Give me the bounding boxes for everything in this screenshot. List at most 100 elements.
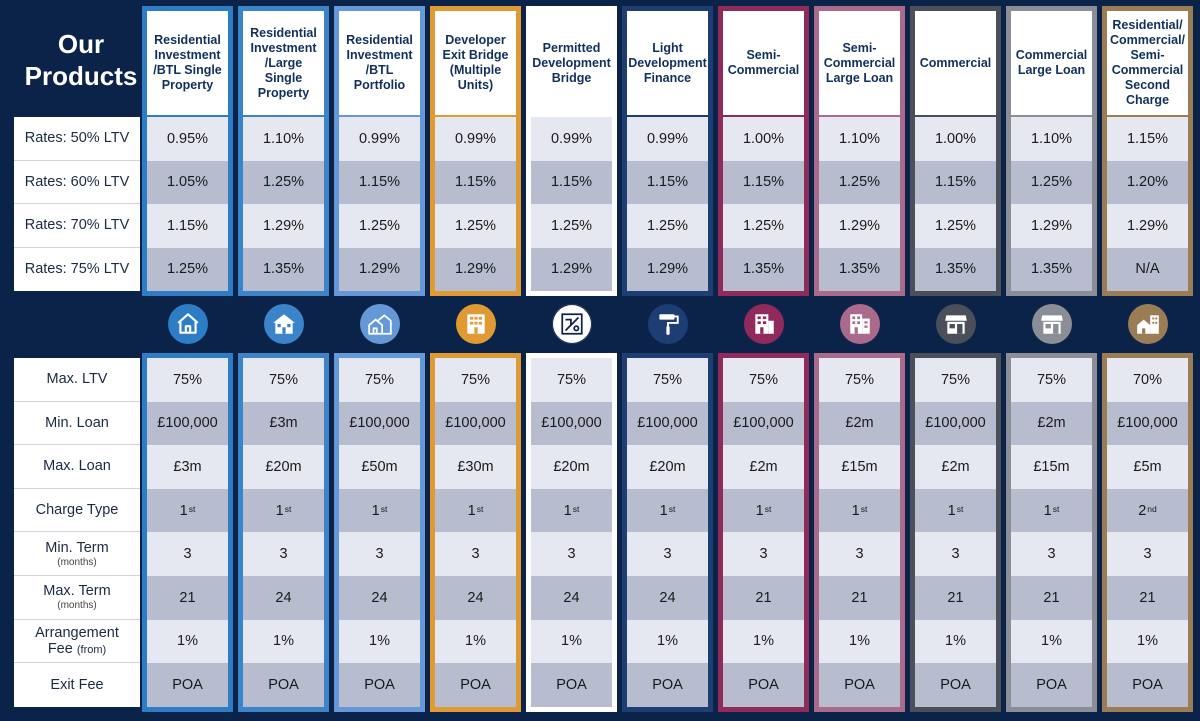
- rate-cell: 1.10%: [1011, 117, 1092, 161]
- charge-number: 1: [179, 502, 188, 519]
- office-building-icon: [743, 304, 784, 344]
- product-rates: 1.15% 1.20% 1.29% N/A: [1107, 117, 1188, 291]
- detail-cell-fee: 1%: [531, 619, 612, 664]
- charge-number: 1: [371, 502, 380, 519]
- charge-suffix: st: [956, 503, 964, 514]
- rate-cell: 1.29%: [531, 247, 612, 291]
- rate-cell: 1.25%: [339, 204, 420, 248]
- page-title: Our Products: [12, 28, 150, 92]
- detail-cell-max-loan: £20m: [243, 445, 324, 489]
- detail-cell-max-ltv: 75%: [243, 358, 324, 402]
- detail-cell-min-loan: £100,000: [435, 401, 516, 446]
- detail-cell-min-loan: £2m: [1011, 401, 1092, 446]
- detail-cell-min-term: 3: [531, 532, 612, 576]
- detail-cell-min-loan: £3m: [243, 401, 324, 446]
- charge-suffix: st: [668, 503, 676, 514]
- detail-cell-fee: 1%: [147, 619, 228, 664]
- detail-cell-max-loan: £30m: [435, 445, 516, 489]
- detail-cell-max-term: 24: [627, 575, 708, 620]
- detail-cell-max-loan: £2m: [915, 445, 996, 489]
- product-rates: 1.00% 1.15% 1.25% 1.35%: [723, 117, 804, 291]
- detail-cell-min-term: 3: [819, 532, 900, 576]
- product-rates: 0.99% 1.15% 1.25% 1.29%: [531, 117, 612, 291]
- product-rates: 0.99% 1.15% 1.25% 1.29%: [339, 117, 420, 291]
- rate-cell: 1.29%: [243, 204, 324, 248]
- detail-cell-max-ltv: 70%: [1107, 358, 1188, 402]
- detail-cell-max-term: 21: [819, 575, 900, 620]
- rate-cell: 1.35%: [819, 247, 900, 291]
- charge-number: 1: [1043, 502, 1052, 519]
- rate-cell: 1.29%: [1107, 204, 1188, 248]
- detail-cell-min-term: 3: [723, 532, 804, 576]
- rate-cell: 1.20%: [1107, 160, 1188, 204]
- product-name: Residential Investment /BTL Single Prope…: [147, 11, 228, 115]
- product-rates: 0.99% 1.15% 1.25% 1.29%: [435, 117, 516, 291]
- charge-number: 1: [851, 502, 860, 519]
- detail-cell-min-loan: £100,000: [627, 401, 708, 446]
- detail-cell-exit-fee: POA: [339, 663, 420, 707]
- charge-suffix: st: [284, 503, 292, 514]
- detail-label-text: Min. Term: [45, 539, 109, 556]
- rate-cell: 1.10%: [819, 117, 900, 161]
- product-name: Commercial Large Loan: [1011, 11, 1092, 115]
- rate-cell: N/A: [1107, 247, 1188, 291]
- detail-label: Min. Term (months): [14, 532, 140, 576]
- rate-cell: 1.15%: [435, 160, 516, 204]
- detail-cell-min-term: 3: [1107, 532, 1188, 576]
- product-name: Semi- Commercial: [723, 11, 804, 115]
- rate-cell: 1.25%: [819, 160, 900, 204]
- detail-cell-max-ltv: 75%: [627, 358, 708, 402]
- detail-cell-min-term: 3: [339, 532, 420, 576]
- detail-label-subtext: Fee (from): [47, 640, 107, 657]
- detail-cell-max-ltv: 75%: [723, 358, 804, 402]
- detail-cell-max-term: 24: [531, 575, 612, 620]
- product-rates: 0.99% 1.15% 1.25% 1.29%: [627, 117, 708, 291]
- detail-cell-max-ltv: 75%: [531, 358, 612, 402]
- rate-cell: 1.29%: [339, 247, 420, 291]
- detail-cell-max-term: 21: [1107, 575, 1188, 620]
- charge-number: 1: [755, 502, 764, 519]
- detail-label: Max. Term (months): [14, 576, 140, 620]
- detail-cell-fee: 1%: [915, 619, 996, 664]
- charge-number: 1: [275, 502, 284, 519]
- rate-cell: 1.15%: [723, 160, 804, 204]
- detail-cell-exit-fee: POA: [435, 663, 516, 707]
- detail-cell-exit-fee: POA: [147, 663, 228, 707]
- detail-cell-min-term: 3: [243, 532, 324, 576]
- detail-cell-max-loan: £3m: [147, 445, 228, 489]
- product-name: Commercial: [915, 11, 996, 115]
- rate-cell: 1.00%: [915, 117, 996, 161]
- charge-suffix: st: [1052, 503, 1060, 514]
- detail-cell-max-term: 24: [243, 575, 324, 620]
- product-rates: 1.00% 1.15% 1.25% 1.35%: [915, 117, 996, 291]
- charge-number: 1: [659, 502, 668, 519]
- detail-cell-min-term: 3: [435, 532, 516, 576]
- house-icon: [167, 304, 208, 344]
- rate-cell: 1.00%: [723, 117, 804, 161]
- charge-suffix: st: [380, 503, 388, 514]
- rate-cell: 1.35%: [1011, 247, 1092, 291]
- detail-cell-max-loan: £15m: [1011, 445, 1092, 489]
- rate-cell: 0.99%: [339, 117, 420, 161]
- detail-cell-fee: 1%: [723, 619, 804, 664]
- detail-label-text: Min. Loan: [45, 414, 109, 431]
- rate-cell: 0.95%: [147, 117, 228, 161]
- rate-cell: 1.35%: [243, 247, 324, 291]
- rate-cell: 1.35%: [723, 247, 804, 291]
- charge-suffix: st: [860, 503, 868, 514]
- detail-label-text: Charge Type: [35, 502, 119, 519]
- detail-cell-max-loan: £2m: [723, 445, 804, 489]
- detail-label: Charge Type: [14, 489, 140, 533]
- shopfront-icon: [935, 304, 976, 344]
- rate-cell: 1.29%: [819, 204, 900, 248]
- charge-suffix: nd: [1147, 503, 1157, 514]
- charge-number: 2: [1138, 502, 1147, 519]
- detail-labels-column: Max. LTV Min. Loan Max. Loan Charge Type Min…: [14, 358, 140, 707]
- rate-label: Rates: 70% LTV: [14, 204, 140, 248]
- detail-cell-max-ltv: 75%: [339, 358, 420, 402]
- rate-cell: 1.05%: [147, 160, 228, 204]
